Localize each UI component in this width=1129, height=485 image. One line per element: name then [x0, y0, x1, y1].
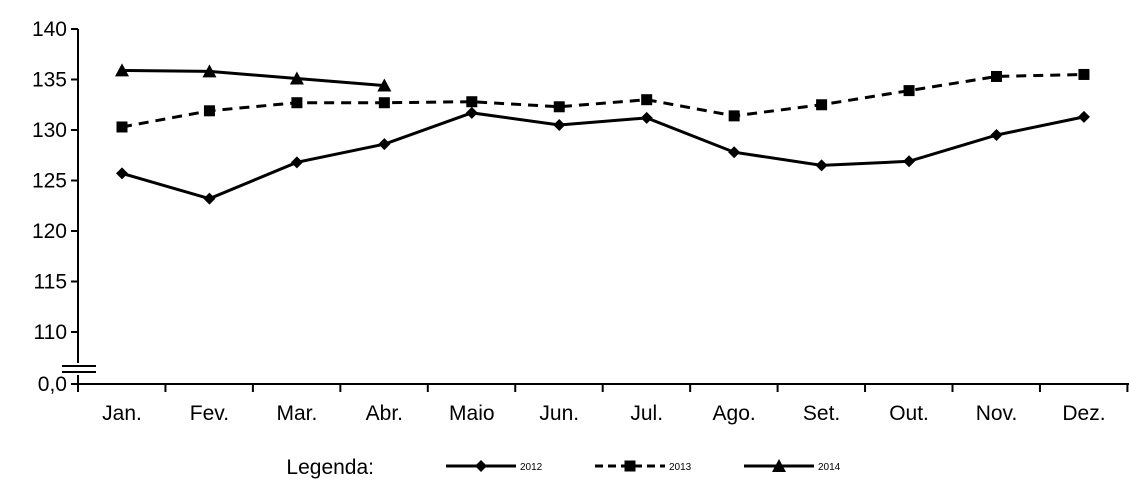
legend-marker-2012 — [475, 460, 487, 472]
data-point-2013 — [728, 110, 740, 122]
x-tick-label: Jun. — [539, 402, 579, 425]
data-point-2012 — [116, 167, 128, 180]
legend-marker-2013 — [624, 460, 636, 472]
data-point-2012 — [640, 111, 653, 124]
y-tick-label: 120 — [32, 220, 67, 243]
x-tick-label: Ago. — [713, 402, 756, 425]
data-point-2014 — [377, 78, 392, 92]
x-tick-label: Maio — [449, 402, 495, 425]
data-point-2012 — [290, 156, 303, 169]
y-tick-label: 130 — [32, 119, 67, 142]
data-point-2012 — [815, 159, 828, 172]
data-point-2012 — [1077, 110, 1090, 123]
x-tick-label: Set. — [803, 402, 840, 425]
series-line-2013 — [121, 72, 1084, 129]
legend-label-2014: 2014 — [818, 462, 841, 473]
data-point-2012 — [465, 106, 478, 119]
data-point-2014 — [202, 64, 217, 78]
data-point-2012 — [728, 146, 741, 159]
x-tick-label: Out. — [889, 402, 929, 425]
y-tick-label: 110 — [34, 321, 67, 344]
data-point-2012 — [203, 192, 216, 205]
x-tick-label: Dez. — [1062, 402, 1105, 425]
data-point-2013 — [1078, 68, 1090, 80]
data-point-2012 — [990, 129, 1003, 142]
data-point-2012 — [903, 155, 916, 168]
data-point-2013 — [291, 97, 303, 109]
data-point-2013 — [378, 97, 390, 109]
x-tick-label: Nov. — [976, 402, 1018, 425]
data-point-2013 — [553, 101, 565, 113]
data-point-2013 — [816, 99, 828, 111]
data-point-2014 — [289, 71, 304, 85]
y-tick-label: 135 — [32, 69, 67, 92]
data-point-2014 — [115, 63, 129, 77]
data-point-2012 — [553, 118, 566, 131]
legend-label-2012: 2012 — [520, 462, 543, 473]
y-tick-label: 0,0 — [38, 373, 67, 396]
y-tick-label: 140 — [32, 18, 67, 41]
axes: 140 135 130 125 120 115 110 0,0 Jan. Fev. Mar. Abr.… — [32, 18, 1129, 425]
y-tick-label: 115 — [34, 271, 67, 294]
data-point-2013 — [903, 85, 915, 97]
series-layer — [115, 63, 1090, 205]
legend: Legenda: 2012 2013 2014 — [286, 456, 840, 479]
data-point-2013 — [203, 105, 215, 117]
legend-label-2013: 2013 — [669, 462, 692, 473]
data-point-2013 — [991, 70, 1002, 82]
x-tick-label: Jan. — [102, 402, 142, 425]
data-point-2013 — [466, 96, 478, 108]
x-tick-label: Fev. — [190, 402, 229, 425]
x-tick-label: Jul. — [630, 402, 663, 425]
legend-title: Legenda: — [286, 456, 374, 479]
legend-marker-2014 — [772, 459, 786, 472]
series-line-2014 — [121, 68, 385, 88]
x-tick-label: Mar. — [276, 402, 317, 425]
data-point-2012 — [378, 138, 391, 151]
y-tick-label: 125 — [32, 170, 67, 193]
x-tick-label: Abr. — [366, 402, 403, 425]
data-point-2013 — [116, 121, 128, 133]
series-line-2012 — [121, 111, 1085, 201]
data-point-2013 — [641, 94, 653, 106]
